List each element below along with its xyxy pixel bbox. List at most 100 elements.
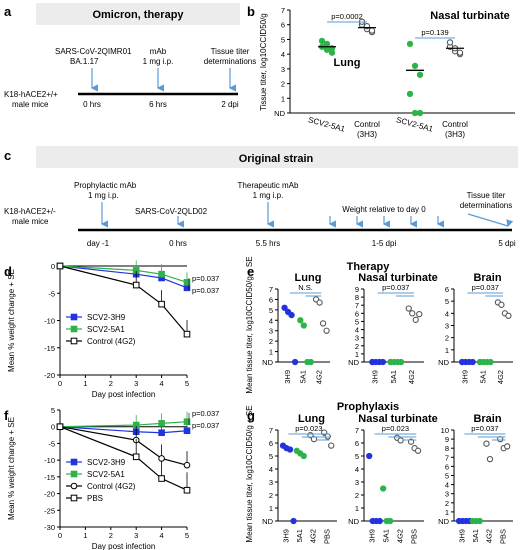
f-legend-label: SCV2-5A1 xyxy=(87,470,125,479)
panel-c-title: Original strain xyxy=(239,153,314,165)
g-subplot-y-tick-label: 2 xyxy=(355,491,359,500)
f-x-tick-label: 2 xyxy=(109,531,113,540)
panel-a-title: Omicron, therapy xyxy=(92,9,184,21)
g-subplot-y-tick-label: 6 xyxy=(355,439,359,448)
e-subplot-y-tick-label: 6 xyxy=(445,285,449,294)
e-p-value: p=0.037 xyxy=(382,283,409,292)
d-point xyxy=(183,279,191,286)
g-group-label: 5A1 xyxy=(295,529,304,542)
g-subplot-y-tick-label: 7 xyxy=(269,426,273,435)
f-series-line xyxy=(59,421,188,428)
b-group-label: Control xyxy=(442,120,468,129)
g-group-label: PBS xyxy=(409,529,418,544)
d-y-tick-label: -15 xyxy=(44,344,55,353)
d-legend-label: Control (4G2) xyxy=(87,337,136,346)
e-subplot-title: Brain xyxy=(473,272,501,284)
b-point xyxy=(446,39,454,46)
b-group-label-sub: (3H3) xyxy=(357,130,377,139)
e-point xyxy=(300,322,307,329)
g-group-label: PBS xyxy=(498,529,507,544)
panel-letter-f: f xyxy=(4,408,9,423)
f-y-tick-label: -10 xyxy=(44,456,55,465)
panel-a-event-2-time: 6 hrs xyxy=(149,100,167,109)
e-point xyxy=(297,317,304,324)
g-p-value: p=0.023 xyxy=(382,424,409,433)
b-y-tick-label: 3 xyxy=(281,65,285,74)
f-point xyxy=(158,429,165,437)
g-group-label: 4G2 xyxy=(309,529,318,543)
f-point xyxy=(158,455,165,462)
f-point xyxy=(158,475,165,482)
g-subplot-y-tick-label: 5 xyxy=(445,472,449,481)
e-point xyxy=(307,358,314,366)
g-group-label: 4G2 xyxy=(485,529,494,543)
d-series-line xyxy=(59,265,188,289)
e-subplot-y-tick-label: 6 xyxy=(355,309,359,318)
g-point xyxy=(380,485,387,492)
e-point xyxy=(281,304,288,311)
panel-c-event-2-time: 0 hrs xyxy=(169,239,187,248)
e-subplot-y-tick-label: 5 xyxy=(269,306,273,315)
e-point xyxy=(323,327,330,334)
d-p-value-1: p=0.037 xyxy=(192,274,219,283)
g-point xyxy=(504,443,511,450)
f-series-line xyxy=(59,426,188,466)
f-y-tick-label: 0 xyxy=(51,423,55,432)
e-point xyxy=(416,310,423,318)
b-point xyxy=(406,90,414,98)
e-subplot-y-tick-label: 1 xyxy=(445,346,449,355)
f-legend-marker xyxy=(70,482,78,490)
e-subplot-y-tick-label: 4 xyxy=(355,326,359,335)
e-point xyxy=(476,358,484,366)
e-subplot-y-tick-label: 9 xyxy=(355,285,359,294)
g-subplot-y-tick-label: 9 xyxy=(445,435,449,444)
f-x-tick-label: 5 xyxy=(185,531,189,540)
d-y-tick-label: -20 xyxy=(44,371,55,380)
g-p-value: p=0.023 xyxy=(295,424,322,433)
panel-a-event-3-line1: Tissue titer xyxy=(211,47,250,56)
g-point xyxy=(486,455,494,463)
d-legend-marker xyxy=(70,325,78,333)
e-subplot-y-tick-label: 2 xyxy=(269,337,273,346)
d-x-tick-label: 1 xyxy=(83,379,87,388)
g-group-label: 4G2 xyxy=(395,529,404,543)
panel-letter-e: e xyxy=(247,264,254,279)
b-y-tick-label: 4 xyxy=(281,50,285,59)
f-point xyxy=(183,461,191,469)
b-point xyxy=(411,62,419,70)
e-group-label: 4G2 xyxy=(496,370,505,384)
f-y-tick-label: 5 xyxy=(51,406,55,415)
g-subplot-y-tick-label: ND xyxy=(348,517,359,526)
e-subplot-y-tick-label: 1 xyxy=(355,350,359,359)
b-group-label: Control xyxy=(354,120,380,129)
g-point xyxy=(366,452,373,460)
g-subplot-title: Brain xyxy=(473,413,501,425)
d-y-tick-label: -10 xyxy=(44,317,55,326)
f-y-tick-label: -30 xyxy=(44,523,55,532)
g-point xyxy=(414,447,422,454)
d-x-label: Day post infection xyxy=(92,390,156,399)
g-y-label: Mean tissue titer, log10CCID50/g + SE xyxy=(245,405,254,542)
g-group-label: 3H9 xyxy=(457,529,466,543)
e-group-label: 4G2 xyxy=(407,370,416,384)
b-label-lung: Lung xyxy=(334,57,361,69)
f-legend-marker xyxy=(70,458,78,466)
panel-letter-c: c xyxy=(4,148,11,163)
f-x-tick-label: 3 xyxy=(134,531,138,540)
panel-c-event-3-line1: Therapeutic mAb xyxy=(238,181,299,190)
e-subplot-y-tick-label: 4 xyxy=(269,316,273,325)
e-subplot-y-tick-label: 2 xyxy=(355,342,359,351)
therapy-title: Therapy xyxy=(347,261,391,273)
e-subplot-y-tick-label: ND xyxy=(262,358,273,367)
e-p-value: p=0.037 xyxy=(472,283,499,292)
g-subplot-y-tick-label: 1 xyxy=(269,504,273,513)
panel-a-mouse-line1: K18-hACE2+/+ xyxy=(4,90,58,99)
b-group-label: SCV2-5A1 xyxy=(395,115,434,134)
panel-c-event-1-time: day -1 xyxy=(87,239,110,248)
e-point xyxy=(505,312,512,319)
g-group-label: 3H9 xyxy=(281,529,290,543)
panel-a-event-2-line1: mAb xyxy=(150,47,167,56)
d-x-tick-label: 2 xyxy=(109,379,113,388)
f-y-tick-label: -15 xyxy=(44,473,55,482)
